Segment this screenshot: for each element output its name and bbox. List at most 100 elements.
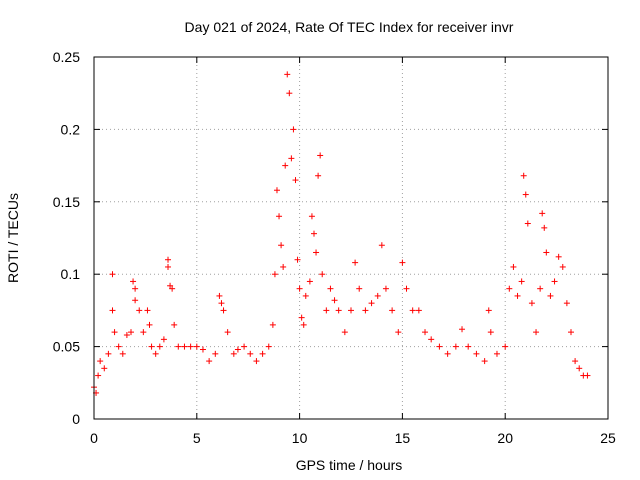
- y-tick-label: 0.2: [61, 121, 81, 137]
- data-point: [212, 350, 219, 357]
- data-point: [175, 343, 182, 350]
- data-point: [389, 307, 396, 314]
- x-tick-label: 5: [193, 430, 201, 446]
- data-point: [140, 329, 147, 336]
- data-point: [551, 278, 558, 285]
- data-point: [292, 177, 299, 184]
- data-point: [422, 329, 429, 336]
- data-point: [528, 300, 535, 307]
- y-tick-label: 0.1: [61, 266, 81, 282]
- data-point: [331, 297, 338, 304]
- x-tick-label: 15: [395, 430, 411, 446]
- data-point: [247, 350, 254, 357]
- data-point: [428, 336, 435, 343]
- x-tick-label: 10: [292, 430, 308, 446]
- data-point: [234, 346, 241, 353]
- data-point: [547, 292, 554, 299]
- data-point: [576, 365, 583, 372]
- data-point: [572, 358, 579, 365]
- data-point: [502, 343, 509, 350]
- data-point: [341, 329, 348, 336]
- data-point: [399, 259, 406, 266]
- data-point: [473, 350, 480, 357]
- data-point: [160, 336, 167, 343]
- data-point: [510, 263, 517, 270]
- data-point: [276, 213, 283, 220]
- y-tick-label: 0.25: [53, 49, 80, 65]
- data-point: [165, 256, 172, 263]
- data-point: [290, 126, 297, 133]
- data-point: [181, 343, 188, 350]
- data-point: [563, 300, 570, 307]
- tick-labels: 0 5 10 15 20 25 0 0.05 0.1 0.15 0.2 0.25: [53, 49, 616, 446]
- data-point: [555, 253, 562, 260]
- data-point: [415, 307, 422, 314]
- data-point: [284, 71, 291, 78]
- y-tick-label: 0: [72, 411, 80, 427]
- data-point: [300, 321, 307, 328]
- data-point: [280, 263, 287, 270]
- data-point: [459, 326, 466, 333]
- data-point: [278, 242, 285, 249]
- data-point: [109, 307, 116, 314]
- plot-area-frame: [93, 56, 609, 420]
- data-point: [537, 285, 544, 292]
- data-point: [452, 343, 459, 350]
- data-point: [105, 350, 112, 357]
- data-point: [335, 307, 342, 314]
- data-point: [356, 285, 363, 292]
- data-point: [368, 300, 375, 307]
- data-point: [230, 350, 237, 357]
- chart-title: Day 021 of 2024, Rate Of TEC Index for r…: [185, 19, 514, 35]
- data-point: [269, 321, 276, 328]
- data-point: [306, 278, 313, 285]
- data-point: [317, 152, 324, 159]
- data-point: [97, 358, 104, 365]
- data-point: [152, 350, 159, 357]
- data-point: [543, 249, 550, 256]
- data-point: [187, 343, 194, 350]
- data-point: [165, 263, 172, 270]
- data-point: [294, 256, 301, 263]
- data-point: [382, 285, 389, 292]
- data-point: [169, 285, 176, 292]
- data-point: [128, 329, 135, 336]
- data-point: [136, 307, 143, 314]
- data-point: [111, 329, 118, 336]
- data-point: [481, 358, 488, 365]
- data-point: [539, 210, 546, 217]
- data-point: [559, 263, 566, 270]
- y-tick-label: 0.05: [53, 339, 80, 355]
- data-point: [362, 307, 369, 314]
- data-point: [216, 292, 223, 299]
- data-point: [518, 278, 525, 285]
- data-point: [444, 350, 451, 357]
- data-point: [522, 191, 529, 198]
- data-point: [506, 285, 513, 292]
- data-point: [348, 307, 354, 314]
- y-tick-label: 0.15: [53, 194, 80, 210]
- data-point: [514, 292, 521, 299]
- data-point: [101, 365, 108, 372]
- data-point: [241, 343, 248, 350]
- data-point: [265, 343, 272, 350]
- data-point: [436, 343, 443, 350]
- data-point: [296, 285, 303, 292]
- data-point: [95, 372, 102, 379]
- data-point: [520, 172, 527, 179]
- x-tick-label: 20: [497, 430, 513, 446]
- data-point: [310, 230, 317, 237]
- data-point: [524, 220, 531, 227]
- data-points: [91, 71, 591, 396]
- x-tick-label: 25: [600, 430, 616, 446]
- data-point: [144, 307, 151, 314]
- y-axis-label: ROTI / TECUs: [5, 193, 21, 283]
- data-point: [409, 307, 416, 314]
- data-point: [119, 350, 126, 357]
- data-point: [374, 292, 381, 299]
- data-point: [313, 249, 320, 256]
- data-point: [541, 224, 548, 231]
- data-point: [199, 346, 206, 353]
- data-point: [171, 321, 178, 328]
